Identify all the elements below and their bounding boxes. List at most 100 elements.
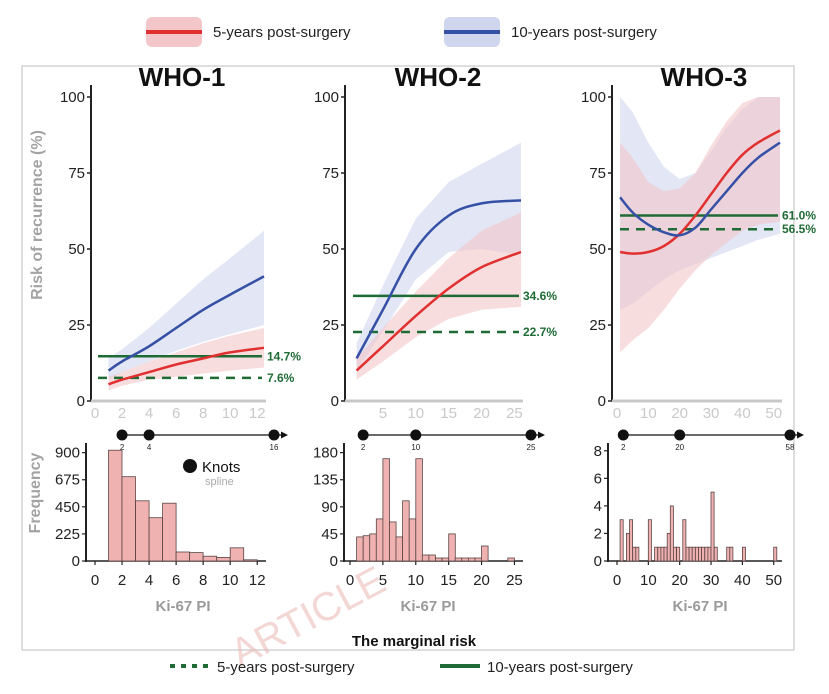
x-tick-label: 10 (222, 405, 239, 422)
hist-y-tick-label: 90 (321, 499, 338, 516)
risk-curve-10y (107, 275, 265, 372)
hist-x-tick-label: 0 (346, 572, 354, 589)
histogram-bar (428, 554, 436, 562)
hist-x-tick-label: 10 (407, 572, 424, 589)
confidence-band-10y (108, 230, 264, 380)
x-tick-label: 50 (765, 405, 782, 422)
knot-label: 2 (361, 443, 366, 452)
hist-x-tick-label: 12 (249, 572, 266, 589)
histogram-bar (402, 500, 410, 562)
histogram-bar (660, 546, 665, 562)
histogram-bar (395, 536, 403, 562)
hist-y-tick-label: 450 (55, 499, 80, 516)
histogram-bar (441, 557, 450, 562)
y-tick-label: 50 (589, 241, 606, 258)
hist-y-tick-label: 8 (594, 443, 602, 460)
hist-y-tick-label: 135 (313, 472, 338, 489)
knots-legend-sublabel: spline (205, 476, 234, 488)
histogram-bar (695, 546, 699, 562)
marginal-risk-label: 34.6% (523, 289, 557, 303)
x-tick-label: 40 (734, 405, 751, 422)
histogram-bar (108, 449, 123, 562)
histogram-bar (148, 517, 164, 562)
histogram-bar (704, 546, 709, 562)
bottom-legend-label-5y: 5-years post-surgery (217, 659, 355, 676)
y-tick-label: 75 (68, 165, 85, 182)
hist-x-tick-label: 40 (734, 572, 751, 589)
knots-legend-label: Knots (202, 459, 240, 476)
hist-x-tick-label: 4 (145, 572, 153, 589)
histogram-bar (175, 551, 191, 562)
histogram-bar (369, 533, 377, 562)
panel-title-who3: WHO-3 (661, 62, 748, 92)
histogram-bar (726, 546, 731, 562)
x-tick-label: 15 (440, 405, 457, 422)
hist-y-tick-label: 4 (594, 498, 602, 515)
histogram-bar (710, 491, 715, 562)
histogram-bar (688, 546, 693, 562)
hist-y-tick-label: 6 (594, 470, 602, 487)
y-tick-label: 100 (314, 89, 339, 106)
y-tick-label: 50 (68, 241, 85, 258)
hist-y-tick-label: 45 (321, 526, 338, 543)
histogram-bar (657, 546, 662, 562)
y-axis-label-risk: Risk of recurrence (%) (29, 130, 46, 300)
knot-label: 4 (147, 443, 152, 452)
knot-label: 20 (675, 443, 684, 452)
x-tick-label: 2 (118, 405, 126, 422)
y-tick-label: 100 (581, 89, 606, 106)
marginal-risk-label: 61.0% (782, 209, 816, 223)
knot-dot (116, 429, 128, 441)
hist-x-tick-label: 0 (91, 572, 99, 589)
knot-label: 25 (527, 443, 536, 452)
histogram-bar (619, 519, 624, 562)
histogram-bar (742, 546, 746, 562)
y-tick-label: 0 (77, 393, 85, 410)
histogram-bar (481, 545, 489, 562)
histogram-bar (626, 533, 630, 562)
hist-x-tick-label: 50 (765, 572, 782, 589)
hist-y-tick-label: 2 (594, 525, 602, 542)
x-axis-label-who3: Ki-67 PI (672, 598, 727, 615)
histogram-bar (216, 557, 231, 562)
histogram-who1: 2 4 16 0 225 450 675 900 0 2 4 6 8 10 12 (55, 429, 288, 589)
hist-y-tick-label: 675 (55, 472, 80, 489)
panel-title-who2: WHO-2 (395, 62, 482, 92)
x-tick-label: 0 (91, 405, 99, 422)
legend-label-10y: 10-years post-surgery (511, 24, 657, 41)
histogram-bar (474, 557, 482, 562)
hist-y-tick-label: 0 (72, 553, 80, 570)
bottom-legend-title: The marginal risk (352, 633, 477, 650)
histogram-bar (632, 546, 637, 562)
knot-label: 16 (270, 443, 279, 452)
histogram-bar (461, 557, 469, 562)
knot-label: 2 (621, 443, 626, 452)
risk-curve-5y (355, 250, 522, 372)
bottom-legend: The marginal risk 5-years post-surgery 1… (170, 633, 633, 676)
x-tick-label: 25 (506, 405, 523, 422)
risk-curve-10y (355, 199, 522, 359)
hist-x-tick-label: 30 (703, 572, 720, 589)
bottom-legend-label-10y: 10-years post-surgery (487, 659, 633, 676)
y-tick-label: 75 (589, 165, 606, 182)
histogram-bar (676, 546, 681, 562)
hist-x-tick-label: 20 (671, 572, 688, 589)
hist-x-tick-label: 5 (379, 572, 387, 589)
histogram-bar (362, 535, 371, 562)
histogram-bar (121, 476, 136, 562)
hist-x-tick-label: 10 (222, 572, 239, 589)
y-tick-label: 0 (331, 393, 339, 410)
histogram-bar (707, 546, 712, 562)
hist-y-tick-label: 900 (55, 445, 80, 462)
knots-legend: Knots spline (183, 459, 240, 488)
knot-dot (410, 429, 422, 441)
hist-x-tick-label: 2 (118, 572, 126, 589)
y-tick-label: 25 (68, 317, 85, 334)
histogram-bar (135, 500, 150, 562)
knot-dot (143, 429, 155, 441)
histogram-bar (685, 546, 690, 562)
histogram-bar (729, 546, 734, 562)
histogram-bar (647, 519, 652, 562)
confidence-band-5y (108, 328, 264, 391)
histogram-bar (356, 536, 364, 562)
